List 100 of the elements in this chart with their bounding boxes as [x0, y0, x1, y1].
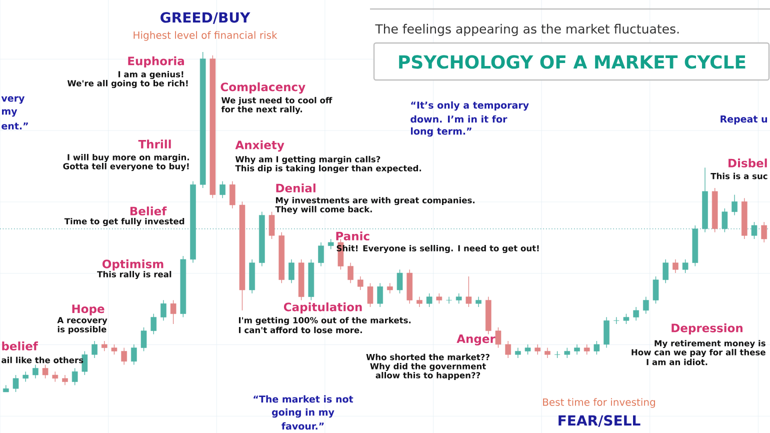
candlestick: [357, 276, 364, 290]
candlestick: [476, 296, 482, 308]
annotation: Panic: [336, 232, 370, 240]
chart-title: PSYCHOLOGY OF A MARKET CYCLE: [399, 55, 746, 69]
candlestick: [367, 282, 374, 308]
annotation: My retirement money is: [654, 340, 766, 348]
candlestick: [446, 296, 452, 304]
annotation: Why am I getting margin calls?: [235, 156, 380, 164]
annotation: This dip is taking longer than expected.: [235, 164, 422, 174]
candlestick: [534, 344, 541, 355]
annotation: Thrill: [138, 140, 171, 148]
candlestick: [524, 344, 531, 355]
candlestick: [160, 300, 166, 321]
candlestick: [604, 316, 610, 348]
candlestick: [652, 276, 659, 304]
candlestick: [32, 364, 38, 379]
candlestick: [426, 293, 432, 308]
candlestick: [42, 364, 48, 379]
annotation: long term.”: [411, 127, 472, 137]
chart-subtitle: The feelings appearing as the market fluctuates.: [375, 24, 679, 36]
annotation: belief: [2, 342, 38, 350]
annotation: I will buy more on margin.: [68, 154, 189, 162]
annotation: Complacency: [220, 82, 306, 94]
candlestick: [456, 293, 462, 304]
candlestick: [121, 347, 127, 366]
candlestick: [82, 350, 88, 376]
candlestick: [574, 344, 580, 355]
candlestick: [229, 180, 236, 209]
candlestick: [348, 262, 354, 284]
annotation: They will come back.: [275, 206, 372, 214]
annotation: Optimism: [102, 259, 164, 271]
annotation: Repeat u: [720, 116, 768, 124]
candlestick: [623, 313, 630, 324]
candlestick: [732, 194, 738, 216]
annotation: Gotta tell everyone to buy!: [63, 162, 189, 172]
candlestick: [751, 222, 758, 240]
annotation: Capitulation: [284, 302, 362, 314]
annotation: Belief: [130, 206, 167, 216]
candlestick: [140, 327, 147, 352]
candlestick: [505, 340, 511, 358]
annotation: A recovery: [57, 317, 108, 325]
candlestick: [170, 300, 176, 324]
candlestick: [495, 327, 502, 348]
candlestick: [12, 374, 19, 392]
annotation: I can't afford to lose more.: [238, 326, 362, 334]
candlestick: [633, 306, 639, 321]
candlestick: [515, 347, 521, 358]
text: going in my: [272, 408, 334, 418]
candlestick: [377, 282, 383, 308]
annotation: Shit! Everyone is selling. I need to get out!: [336, 244, 539, 254]
candlestick: [396, 269, 403, 294]
annotation: Who shorted the market??: [366, 354, 490, 360]
text: Best time for investing: [543, 398, 655, 408]
candlestick: [416, 296, 422, 308]
candlestick: [52, 371, 58, 382]
candlestick: [466, 276, 472, 308]
annotation: We just need to cool off: [221, 96, 332, 106]
annotation: My investments are with great companies.: [276, 196, 474, 206]
text: GREED/BUY: [160, 12, 250, 24]
annotation: Anxiety: [235, 140, 284, 152]
candlestick: [22, 371, 29, 382]
annotation: Why did the government: [370, 362, 486, 372]
candlestick: [328, 238, 334, 250]
text: Highest level of financial risk: [134, 31, 278, 41]
candlestick: [62, 374, 68, 386]
candlestick: [436, 293, 442, 304]
candlestick: [594, 340, 600, 355]
text: FEAR/SELL: [558, 415, 640, 427]
candlestick: [662, 259, 669, 284]
candlestick: [288, 259, 294, 284]
annotation: my: [2, 109, 18, 117]
annotation: Euphoria: [128, 56, 184, 68]
annotation: very: [1, 96, 25, 104]
annotation: I'm getting 100% out of the markets.: [238, 316, 411, 326]
annotation: Time to get fully invested: [64, 218, 184, 226]
candlestick: [150, 313, 157, 335]
annotation: I am an idiot.: [646, 358, 708, 366]
annotation: This rally is real: [97, 270, 172, 280]
annotation: Depression: [672, 323, 742, 335]
annotation: Anger: [456, 334, 496, 346]
candlestick: [682, 259, 688, 274]
candlestick: [268, 211, 275, 240]
candlestick: [92, 340, 98, 358]
candlestick: [111, 344, 118, 355]
annotation: down. I’m in it for: [410, 115, 508, 123]
candlestick: [584, 344, 590, 355]
annotation: is possible: [58, 326, 106, 334]
candlestick: [672, 259, 678, 274]
candlestick: [761, 222, 767, 243]
candlestick: [564, 347, 570, 358]
candlestick: [544, 347, 550, 358]
annotation: Disbel: [728, 158, 767, 168]
candlestick: [722, 208, 728, 233]
candlestick: [643, 296, 649, 314]
annotation: I am a genius!: [118, 70, 184, 80]
annotation: ent.”: [2, 122, 28, 130]
annotation: Denial: [276, 184, 316, 192]
annotation: Hope: [72, 304, 104, 316]
annotation: for the next rally.: [221, 106, 302, 114]
text: “The market is not: [254, 395, 354, 403]
